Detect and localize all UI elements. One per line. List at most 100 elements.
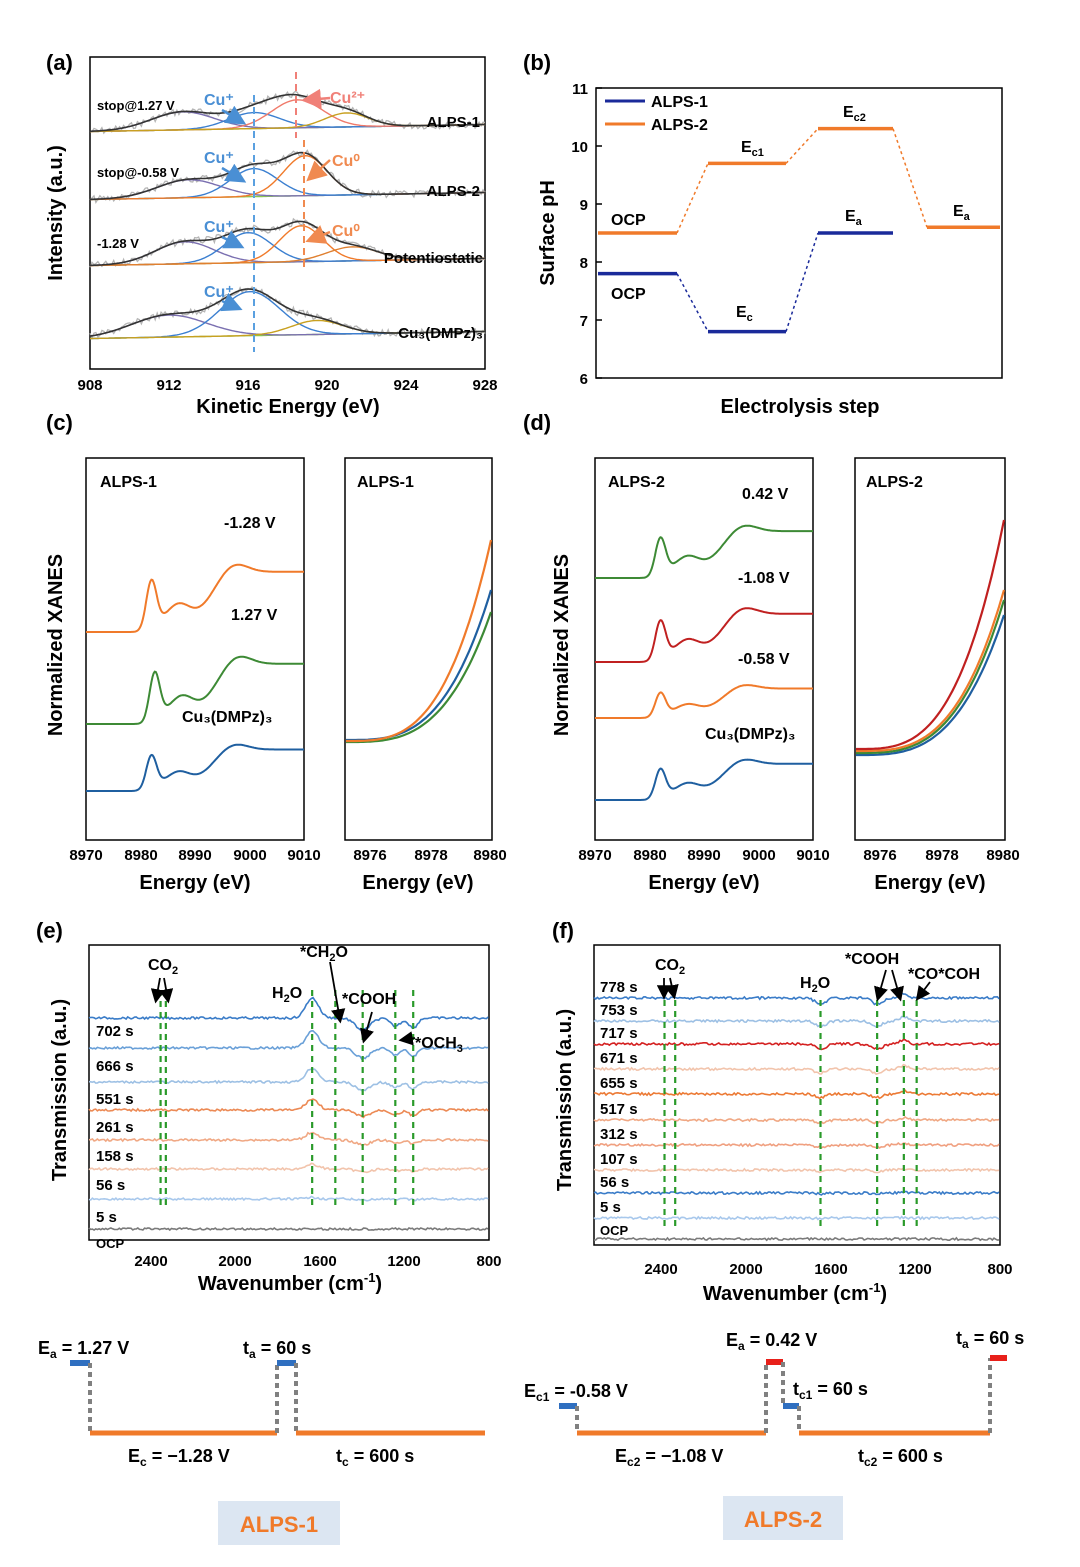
panel-e-arrow xyxy=(360,1011,374,1044)
panel-f-trace-label: 5 s xyxy=(600,1199,621,1216)
panel-a-arrow xyxy=(221,105,247,125)
panel-e-label: (e) xyxy=(36,918,63,943)
panel-b-frame xyxy=(595,87,1003,379)
panel-a-arrow xyxy=(305,225,331,244)
panel-c-tick: 8970 xyxy=(69,847,102,864)
xanes-zoom-curve xyxy=(346,611,493,744)
panel-f-tick: 2000 xyxy=(729,1261,762,1278)
panel-f-tick: 1200 xyxy=(898,1261,931,1278)
panel-f-tick: 1600 xyxy=(814,1261,847,1278)
panel-b-step-label: Ec xyxy=(736,304,753,324)
panel-b-label: (b) xyxy=(523,50,551,75)
ir-trace xyxy=(88,1029,489,1061)
alps2-protocol: Ec1 = -0.58 V Ea = 0.42 V tc1 = 60 s ta … xyxy=(524,1328,1024,1540)
panel-a-arrows xyxy=(220,88,331,312)
panel-c-tick: 8978 xyxy=(414,847,447,864)
panel-e-tick: 800 xyxy=(476,1253,501,1270)
panel-e-trace-label: 702 s xyxy=(96,1023,134,1040)
panel-e-trace-label: 551 s xyxy=(96,1091,134,1108)
panel-d-curve-label: -0.58 V xyxy=(738,651,790,668)
panel-e-trace-label: 158 s xyxy=(96,1148,134,1165)
panel-a-arrow xyxy=(301,88,331,109)
panel-a-fit-envelope xyxy=(89,93,485,133)
panel-d-curve-label: 0.42 V xyxy=(742,486,789,503)
panel-a-fit-envelope xyxy=(89,151,485,201)
panel-b-ytick-label: 9 xyxy=(580,197,588,214)
panel-f-xticks: 2400 2000 1600 1200 800 xyxy=(644,1261,1012,1278)
panel-c-curve-label: Cu₃(DMPz)₃ xyxy=(182,709,272,726)
panel-e-tick: 1200 xyxy=(387,1253,420,1270)
panel-f-band-label: *COOH xyxy=(845,951,899,968)
panel-f-arrow xyxy=(915,981,931,1001)
panel-f-trace-label: 717 s xyxy=(600,1025,638,1042)
panel-c-xticks: 8970 8980 8990 9000 9010 8976 8978 8980 xyxy=(69,847,506,864)
alps2-ec1-label: Ec1 = -0.58 V xyxy=(524,1381,628,1404)
panel-b-legend: ALPS-1 ALPS-2 xyxy=(605,94,708,134)
xanes-curve xyxy=(86,655,304,725)
xanes-zoom-curve xyxy=(856,519,1006,751)
panel-c-left-curves xyxy=(86,563,304,792)
xanes-curve xyxy=(595,758,813,801)
panel-d-tick: 8990 xyxy=(687,847,720,864)
panel-c-curve-label: -1.28 V xyxy=(224,515,276,532)
ir-trace xyxy=(593,1115,1000,1125)
panel-a-condition: -1.28 V xyxy=(97,236,139,251)
panel-c-right-curves xyxy=(346,539,493,744)
panel-d-tick: 9010 xyxy=(796,847,829,864)
panel-e-trace-label: 5 s xyxy=(96,1209,117,1226)
panel-a-peak-label: Cu⁰ xyxy=(332,153,360,170)
panel-a-peak-label: Cu⁺ xyxy=(204,284,234,301)
panel-c-xlabel-right: Energy (eV) xyxy=(362,872,473,894)
panel-c-tick: 9010 xyxy=(287,847,320,864)
panel-a-label: (a) xyxy=(46,50,73,75)
panel-a-fit-envelope xyxy=(89,220,485,267)
panel-a-tick: 916 xyxy=(235,377,260,394)
legend-label-alps1: ALPS-1 xyxy=(651,94,708,111)
panel-b-ytick-label: 10 xyxy=(571,139,588,156)
panel-b-ylabel: Surface pH xyxy=(537,180,559,286)
panel-e-arrow xyxy=(329,961,346,1024)
panel-e-arrow xyxy=(150,977,166,1004)
alps2-tc1-label: tc1 = 60 s xyxy=(793,1379,868,1402)
alps2-badge-text: ALPS-2 xyxy=(744,1507,822,1532)
panel-c-left-frame xyxy=(85,457,305,841)
panel-f-band-labels: CO2 H2O *COOH *CO*COH xyxy=(655,951,980,995)
alps1-ea-label: Ea = 1.27 V xyxy=(38,1338,129,1361)
panel-d-right-title: ALPS-2 xyxy=(866,474,923,491)
panel-a-spectrum-name: ALPS-2 xyxy=(427,183,480,200)
panel-f-band-label: *CO*COH xyxy=(908,966,980,983)
panel-a-tick: 924 xyxy=(393,377,419,394)
panel-d-label: (d) xyxy=(523,410,551,435)
panel-d-right-frame xyxy=(854,457,1006,841)
panel-e-trace-label: 56 s xyxy=(96,1177,125,1194)
panel-d-tick: 8978 xyxy=(925,847,958,864)
panel-b-step-connector xyxy=(676,163,709,234)
panel-e-arrow xyxy=(158,977,174,1004)
panel-d-tick: 8980 xyxy=(633,847,666,864)
panel-c-xlabel-left: Energy (eV) xyxy=(139,872,250,894)
panel-c-tick: 9000 xyxy=(233,847,266,864)
ir-trace xyxy=(88,1226,489,1232)
panel-f-frame xyxy=(593,944,1001,1246)
panel-a-ylabel: Intensity (a.u.) xyxy=(45,145,67,281)
panel-a-raw-spectrum xyxy=(89,285,486,339)
panel-b-ytick-label: 8 xyxy=(580,255,588,272)
alps1-protocol: Ea = 1.27 V ta = 60 s Ec = −1.28 V tc = … xyxy=(38,1338,485,1545)
panel-a-peak-label: Cu⁰ xyxy=(332,223,360,240)
panel-b-xlabel: Electrolysis step xyxy=(721,396,880,418)
panel-e-trace-label: 261 s xyxy=(96,1119,134,1136)
xanes-curve xyxy=(86,563,304,633)
panel-f-trace-label: 753 s xyxy=(600,1002,638,1019)
panel-f-band-label: CO2 xyxy=(655,957,685,977)
panel-c-curve-label: 1.27 V xyxy=(231,607,278,624)
panel-f-label: (f) xyxy=(552,918,574,943)
panel-c-tick: 8980 xyxy=(473,847,506,864)
panel-a-xticks: 908 912 916 920 924 928 xyxy=(77,377,497,394)
ir-trace xyxy=(593,991,1000,1006)
panel-a-spectrum-name: ALPS-1 xyxy=(427,114,480,131)
panel-c-tick: 8990 xyxy=(178,847,211,864)
panel-b-step-label: Ec2 xyxy=(843,104,866,124)
panel-d-xticks: 8970 8980 8990 9000 9010 8976 8978 8980 xyxy=(578,847,1019,864)
panel-a-tick: 928 xyxy=(472,377,497,394)
ir-trace xyxy=(593,1236,1000,1242)
